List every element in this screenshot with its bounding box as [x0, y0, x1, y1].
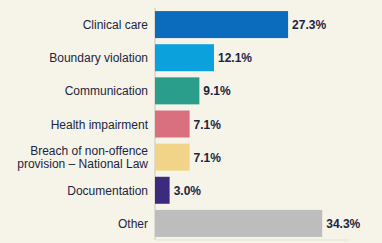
bar	[155, 11, 288, 38]
bars	[155, 11, 322, 237]
category-label-line: Communication	[65, 84, 148, 98]
category-label-line: Breach of non-offence	[30, 144, 148, 158]
category-label-line: Documentation	[67, 184, 148, 198]
category-label: Other	[118, 217, 148, 231]
category-label: Communication	[65, 84, 148, 98]
data-label: 27.3%	[292, 18, 326, 32]
category-label-line: Clinical care	[83, 18, 149, 32]
category-label-line: Other	[118, 217, 148, 231]
data-label: 34.3%	[326, 217, 360, 231]
chart: 27.3% Clinical care 12.1% Boundary violatio…	[0, 0, 382, 243]
bar	[155, 177, 170, 204]
category-label-line: Boundary violation	[49, 51, 148, 65]
data-label: 12.1%	[218, 51, 252, 65]
bar	[155, 77, 199, 104]
category-label: Clinical care	[83, 18, 149, 32]
category-label: Breach of non-offenceprovision – Nationa…	[17, 144, 148, 171]
bar	[155, 144, 190, 171]
data-label: 7.1%	[194, 118, 222, 132]
data-label: 7.1%	[194, 151, 222, 165]
bar	[155, 210, 322, 237]
data-label: 9.1%	[203, 84, 231, 98]
category-label: Documentation	[67, 184, 148, 198]
category-label-line: provision – National Law	[17, 157, 148, 171]
category-label: Boundary violation	[49, 51, 148, 65]
bar	[155, 111, 190, 138]
x-axis-line	[155, 240, 350, 241]
data-label: 3.0%	[174, 184, 202, 198]
category-label: Health impairment	[51, 118, 149, 132]
category-label-line: Health impairment	[51, 118, 149, 132]
bar	[155, 44, 214, 71]
